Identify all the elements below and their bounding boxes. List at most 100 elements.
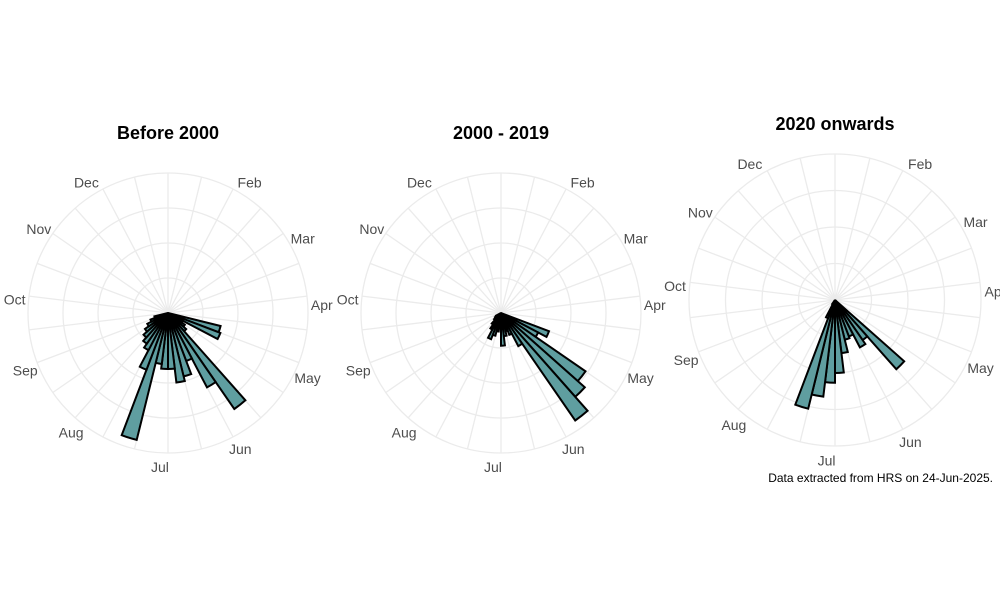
grid-spoke	[500, 295, 641, 314]
bar-week-22	[834, 299, 867, 349]
grid-spoke	[834, 299, 956, 384]
grid-spoke	[834, 190, 933, 301]
month-label-jul: Jul	[484, 459, 502, 475]
grid-spoke	[167, 232, 284, 314]
grid-spoke	[167, 312, 308, 331]
grid-spoke	[834, 170, 904, 301]
bar-week-31	[830, 299, 836, 306]
month-label-nov: Nov	[688, 205, 713, 221]
grid-spoke	[834, 158, 871, 301]
month-label-sep: Sep	[346, 363, 371, 379]
grid-spoke	[407, 312, 502, 419]
month-label-mar: Mar	[624, 230, 648, 246]
grid-spoke	[361, 312, 502, 331]
panel-title: Before 2000	[117, 123, 219, 143]
month-label-jun: Jun	[562, 441, 585, 457]
bar-week-35	[494, 312, 502, 318]
grid-spoke	[167, 295, 308, 314]
grid-spoke	[369, 312, 502, 364]
month-label-oct: Oct	[337, 292, 359, 308]
grid-spoke	[167, 207, 262, 314]
grid-spoke	[28, 312, 169, 331]
month-label-jun: Jun	[229, 441, 252, 457]
grid-spoke	[167, 188, 234, 314]
grid-spoke	[36, 262, 169, 314]
grid-spoke	[466, 176, 502, 314]
panel-before-2000: Before 2000 Dec Feb Mar Apr May Jun Jul Aug Sep O…	[4, 123, 333, 475]
bar-week-20	[834, 299, 906, 371]
grid-spoke	[385, 312, 502, 394]
month-label-nov: Nov	[359, 221, 384, 237]
grid-spoke	[737, 299, 836, 410]
panel-2020-onwards: 2020 onwards Dec Feb Mar Apr May Jun Jul Aug Sep…	[664, 114, 1000, 468]
grid-spoke	[698, 299, 836, 353]
grid-spoke	[799, 158, 836, 301]
grid-spoke	[834, 281, 980, 301]
month-label-dec: Dec	[74, 174, 99, 190]
month-label-aug: Aug	[392, 425, 417, 441]
bar-week-37	[153, 312, 169, 320]
grid-spoke	[167, 176, 203, 314]
grid-spoke	[737, 190, 836, 301]
grid-spoke	[28, 295, 169, 314]
grid-spoke	[766, 170, 836, 301]
month-label-jul: Jul	[151, 459, 169, 475]
grid-spoke	[167, 312, 284, 394]
month-labels: Dec Feb Mar Apr May Jun Jul Aug Sep Oct Nov	[4, 174, 333, 474]
month-label-jun: Jun	[899, 434, 922, 450]
month-label-oct: Oct	[664, 278, 686, 294]
month-label-apr: Apr	[311, 297, 333, 313]
grid-spoke	[500, 312, 641, 331]
month-label-aug: Aug	[721, 417, 746, 433]
month-labels: Dec Feb Mar Apr May Jun Jul Aug Sep Oct Nov	[664, 156, 1000, 469]
month-labels: Dec Feb Mar Apr May Jun Jul Aug Sep Oct Nov	[337, 174, 666, 474]
month-label-dec: Dec	[737, 156, 762, 172]
bar-week-22	[167, 312, 218, 389]
bar-week-29	[794, 299, 836, 410]
month-label-mar: Mar	[963, 214, 987, 230]
month-label-may: May	[967, 360, 993, 376]
month-label-feb: Feb	[571, 174, 595, 190]
grid-spoke	[133, 176, 169, 314]
polar-grid	[688, 153, 982, 447]
grid-spoke	[407, 207, 502, 314]
grid-spoke	[698, 247, 836, 301]
grid-spoke	[834, 216, 956, 301]
month-label-may: May	[294, 370, 320, 386]
bars	[120, 312, 247, 442]
bar-week-21	[167, 312, 247, 411]
grid-spoke	[834, 247, 972, 301]
month-label-oct: Oct	[4, 292, 26, 308]
month-label-feb: Feb	[908, 156, 932, 172]
grid-spoke	[500, 207, 595, 314]
grid-spoke	[167, 262, 300, 314]
grid-spoke	[500, 232, 617, 314]
panel-2000-2019: 2000 - 2019 Dec Feb Mar Apr May Jun Jul Aug Sep O…	[337, 123, 666, 475]
bar-week-21	[500, 312, 590, 422]
bar-week-25	[167, 312, 187, 384]
bar-week-20	[500, 312, 587, 399]
bars	[486, 312, 590, 422]
grid-spoke	[500, 188, 567, 314]
month-label-mar: Mar	[291, 230, 315, 246]
month-label-feb: Feb	[238, 174, 262, 190]
grid-spoke	[435, 188, 502, 314]
caption: Data extracted from HRS on 24-Jun-2025.	[768, 471, 993, 485]
grid-spoke	[690, 299, 836, 319]
grid-spoke	[102, 188, 169, 314]
panel-title: 2020 onwards	[775, 114, 894, 134]
grid-spoke	[52, 232, 169, 314]
grid-spoke	[369, 262, 502, 314]
grid-spoke	[714, 216, 836, 301]
grid-spoke	[500, 176, 536, 314]
bars	[794, 299, 906, 410]
month-label-apr: Apr	[644, 297, 666, 313]
month-label-dec: Dec	[407, 174, 432, 190]
month-label-sep: Sep	[674, 352, 699, 368]
grid-spoke	[834, 299, 972, 353]
grid-spoke	[834, 299, 980, 319]
grid-spoke	[361, 295, 502, 314]
grid-spoke	[36, 312, 169, 364]
month-label-may: May	[627, 370, 653, 386]
